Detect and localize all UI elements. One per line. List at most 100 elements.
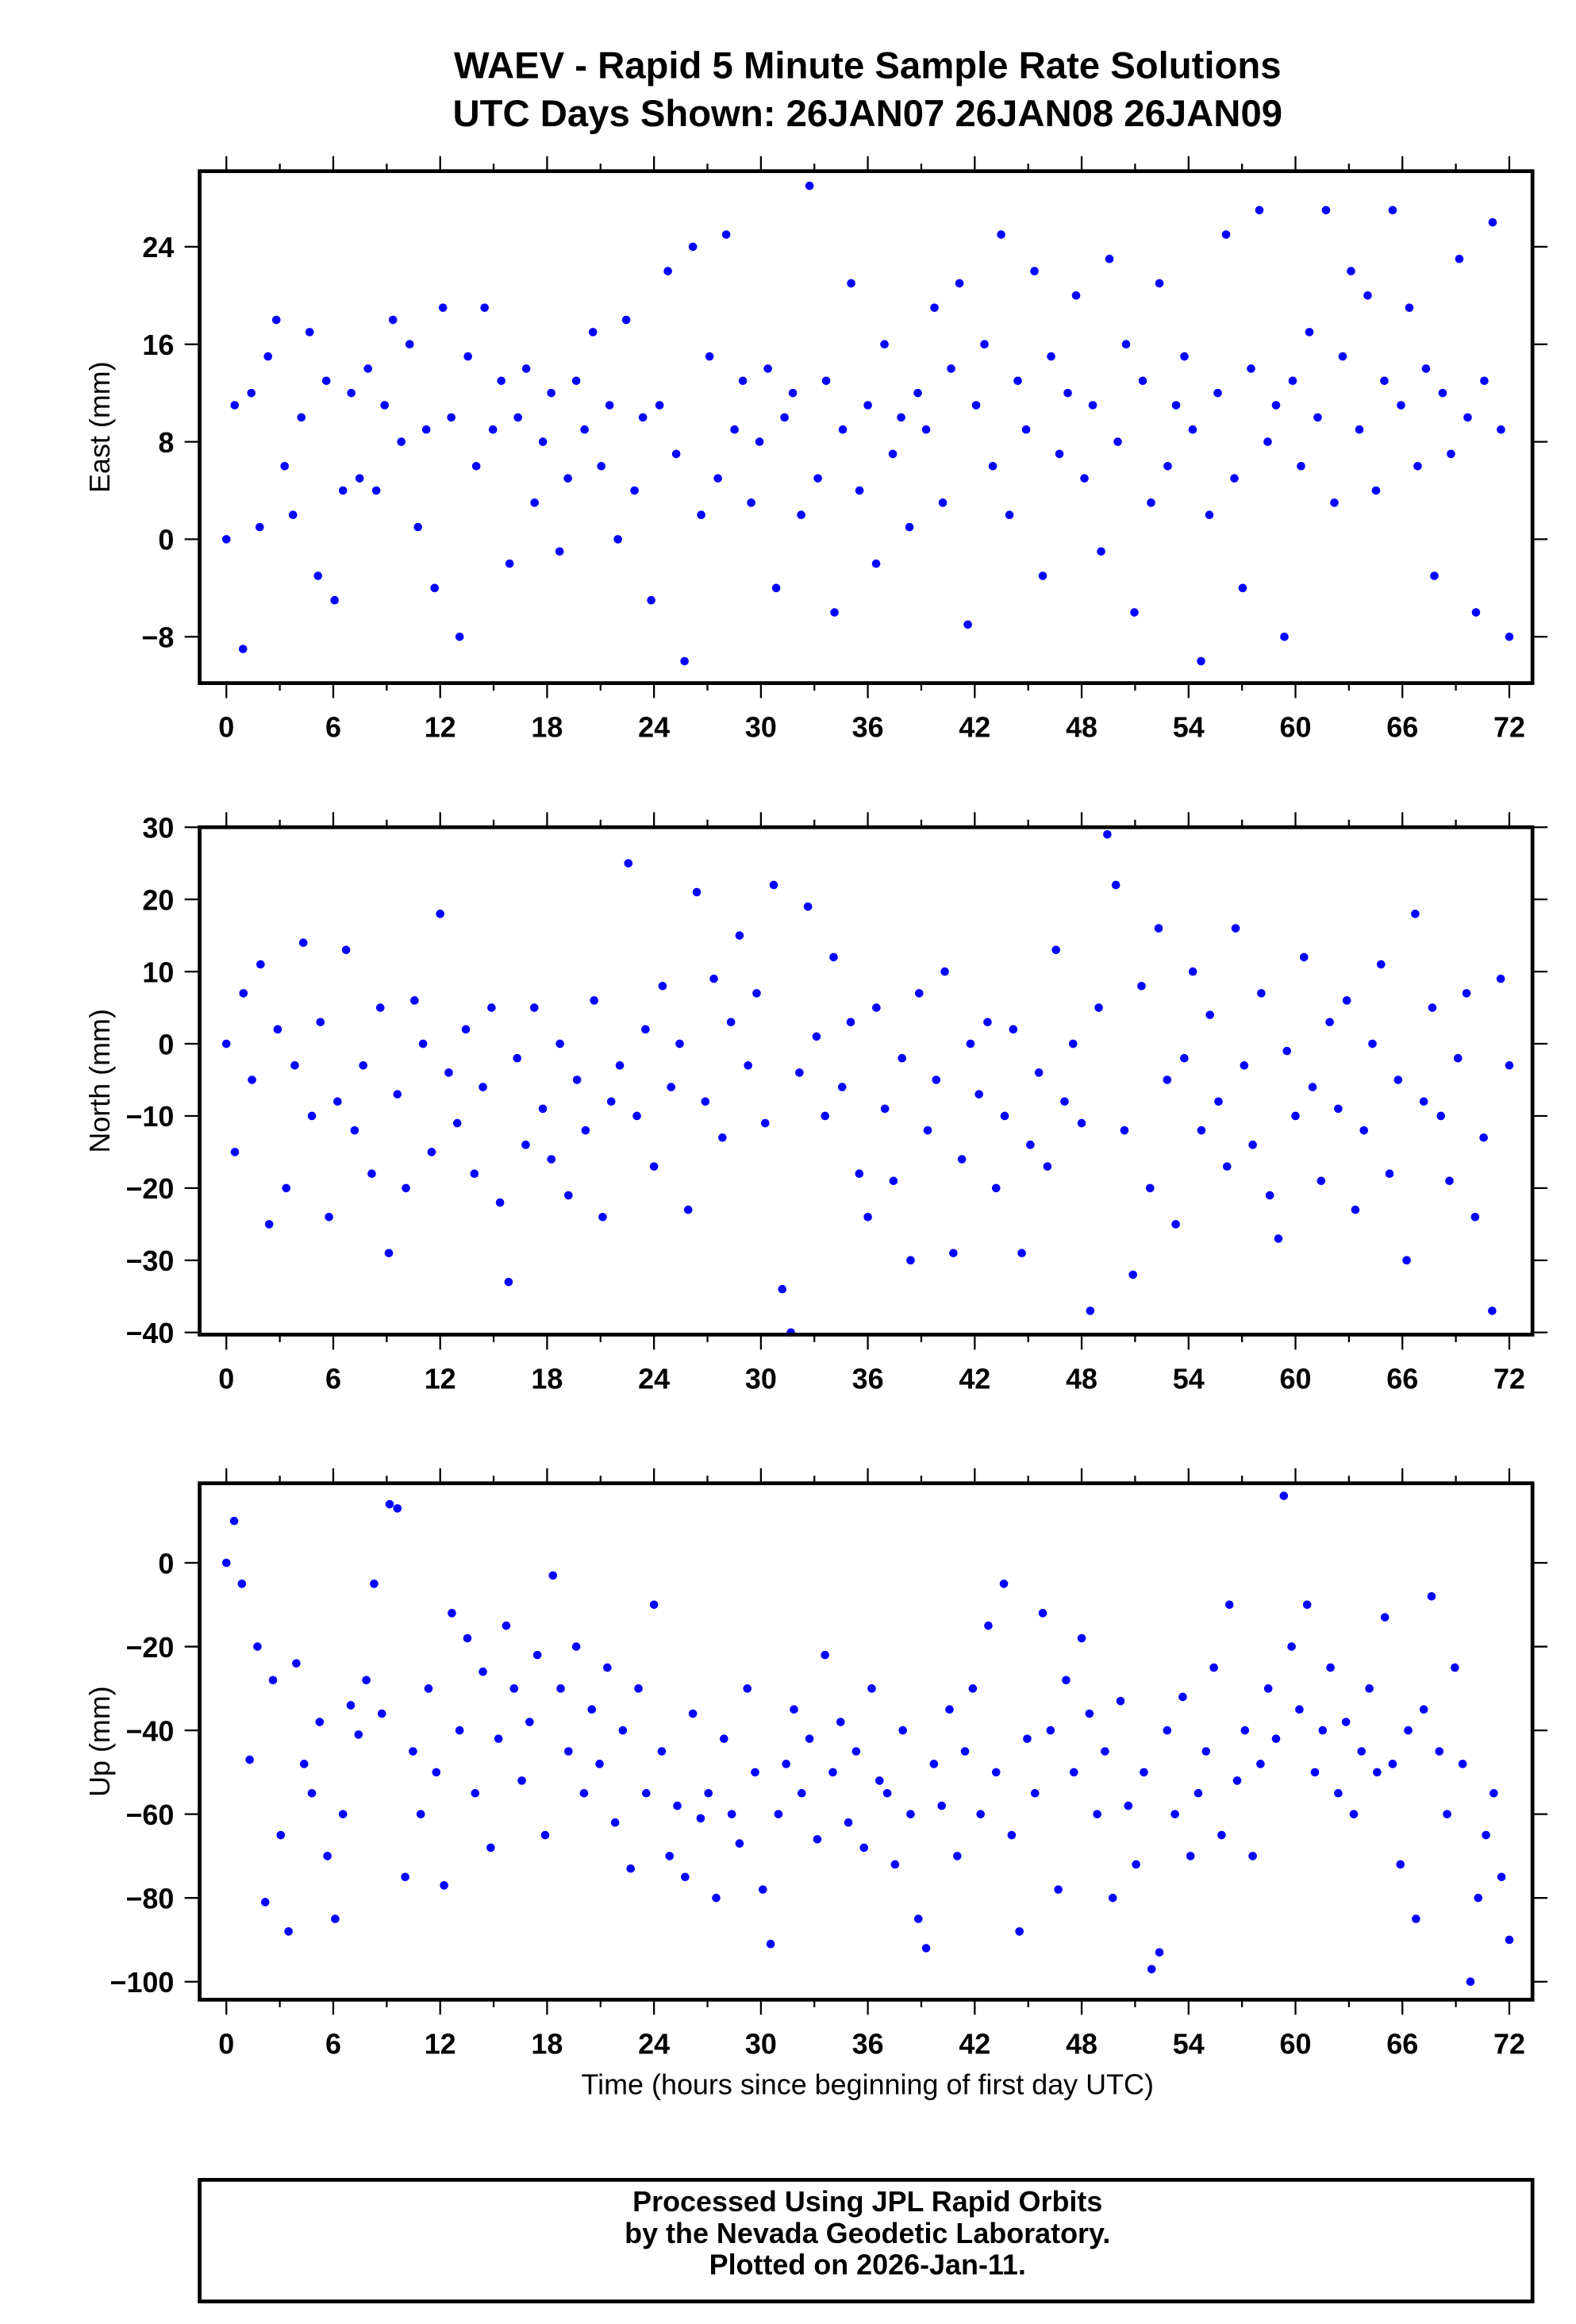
east-data-point [1038, 571, 1047, 580]
up-data-point [634, 1684, 643, 1693]
north-data-point [692, 887, 702, 897]
up-data-point [556, 1684, 565, 1693]
up-data-point [1170, 1810, 1179, 1818]
north-data-point [1077, 1118, 1086, 1128]
x-tick-label: 48 [1066, 2028, 1097, 2060]
east-data-point [347, 388, 356, 398]
north-data-point [667, 1083, 675, 1091]
north-data-point [1496, 974, 1505, 983]
north-data-point [1436, 1111, 1446, 1121]
up-data-point [882, 1788, 892, 1798]
up-data-point [937, 1801, 946, 1810]
up-data-point [362, 1676, 371, 1685]
up-data-point [976, 1810, 985, 1818]
east-data-point [821, 376, 831, 386]
east-data-point [805, 181, 814, 190]
east-data-point [613, 535, 622, 544]
east-plot-frame [198, 169, 1535, 685]
up-data-point [1201, 1747, 1211, 1756]
east-data-point [1255, 206, 1264, 215]
east-data-point [1213, 388, 1222, 398]
east-data-point [313, 571, 323, 580]
up-data-point [354, 1730, 363, 1739]
north-data-point [1368, 1039, 1377, 1048]
up-data-point [945, 1705, 954, 1714]
east-data-point [1021, 425, 1031, 434]
east-data-point [480, 303, 489, 312]
east-data-point [397, 437, 406, 446]
up-data-point [1295, 1705, 1304, 1714]
east-data-point [1321, 206, 1331, 215]
north-data-point [735, 931, 744, 940]
x-tick-label: 18 [531, 711, 563, 744]
up-data-point [921, 1944, 931, 1953]
up-data-point [1124, 1801, 1133, 1810]
up-data-point [1310, 1768, 1320, 1777]
x-tick-label: 48 [1066, 711, 1097, 744]
north-data-point [239, 989, 248, 998]
up-data-point [1140, 1768, 1148, 1777]
y-tick-label: 8 [158, 426, 174, 459]
up-data-point [260, 1898, 270, 1907]
up-data-point [642, 1788, 651, 1798]
up-data-point [1256, 1760, 1265, 1768]
north-data-point [1214, 1097, 1223, 1106]
up-data-point [851, 1747, 861, 1756]
up-data-point [991, 1768, 1001, 1777]
up-data-point [960, 1747, 970, 1756]
up-data-point [720, 1734, 728, 1743]
y-tick-label: −100 [110, 1966, 174, 1999]
y-tick-label: 0 [158, 1028, 174, 1060]
x-tick-label: 6 [325, 711, 341, 744]
east-data-point [597, 461, 605, 471]
up-data-point [1248, 1852, 1257, 1860]
up-data-point [401, 1872, 409, 1882]
y-tick-label: 16 [142, 329, 174, 361]
up-data-point [1046, 1726, 1055, 1735]
x-tick-label: 12 [425, 1363, 456, 1395]
north-data-point [726, 1018, 736, 1027]
east-data-point [571, 376, 581, 386]
x-tick-label: 12 [425, 2028, 456, 2060]
x-tick-label: 24 [638, 711, 670, 744]
north-data-point [1034, 1068, 1044, 1077]
up-data-point [1240, 1726, 1250, 1735]
up-data-point [984, 1621, 993, 1630]
up-data-point [681, 1872, 690, 1882]
up-data-point [1326, 1663, 1335, 1672]
east-data-point [838, 425, 848, 434]
north-data-point [1000, 1111, 1009, 1121]
up-data-point [1101, 1747, 1109, 1756]
east-data-point [963, 620, 972, 629]
north-data-point [752, 989, 761, 998]
x-tick-label: 36 [852, 2028, 884, 2060]
x-tick-label: 6 [325, 2028, 341, 2060]
x-tick-label: 30 [745, 711, 777, 744]
up-data-point [448, 1609, 456, 1618]
east-data-point [771, 583, 781, 593]
up-data-point [875, 1776, 884, 1785]
x-tick-label: 42 [959, 711, 990, 744]
north-data-point [837, 1083, 847, 1091]
east-data-point [1130, 608, 1139, 617]
up-data-point [898, 1726, 907, 1735]
north-data-point [1325, 1018, 1334, 1027]
up-data-point [587, 1705, 597, 1714]
x-axis-label: Time (hours since beginning of first day… [582, 2068, 1154, 2101]
east-data-point [1463, 413, 1472, 422]
east-data-point [671, 449, 681, 459]
x-tick-label: 54 [1173, 711, 1205, 744]
east-data-point [1063, 388, 1072, 398]
north-data-point [1479, 1133, 1488, 1142]
up-data-point [525, 1718, 534, 1726]
north-data-point [675, 1039, 684, 1048]
x-tick-label: 60 [1280, 711, 1312, 744]
east-data-point [980, 340, 989, 349]
up-data-point [774, 1810, 783, 1818]
up-data-point [759, 1885, 767, 1894]
north-data-point [957, 1155, 967, 1164]
north-data-point [1317, 1176, 1326, 1186]
east-data-point [663, 267, 672, 275]
east-data-point [280, 461, 290, 471]
up-data-point [268, 1676, 278, 1685]
